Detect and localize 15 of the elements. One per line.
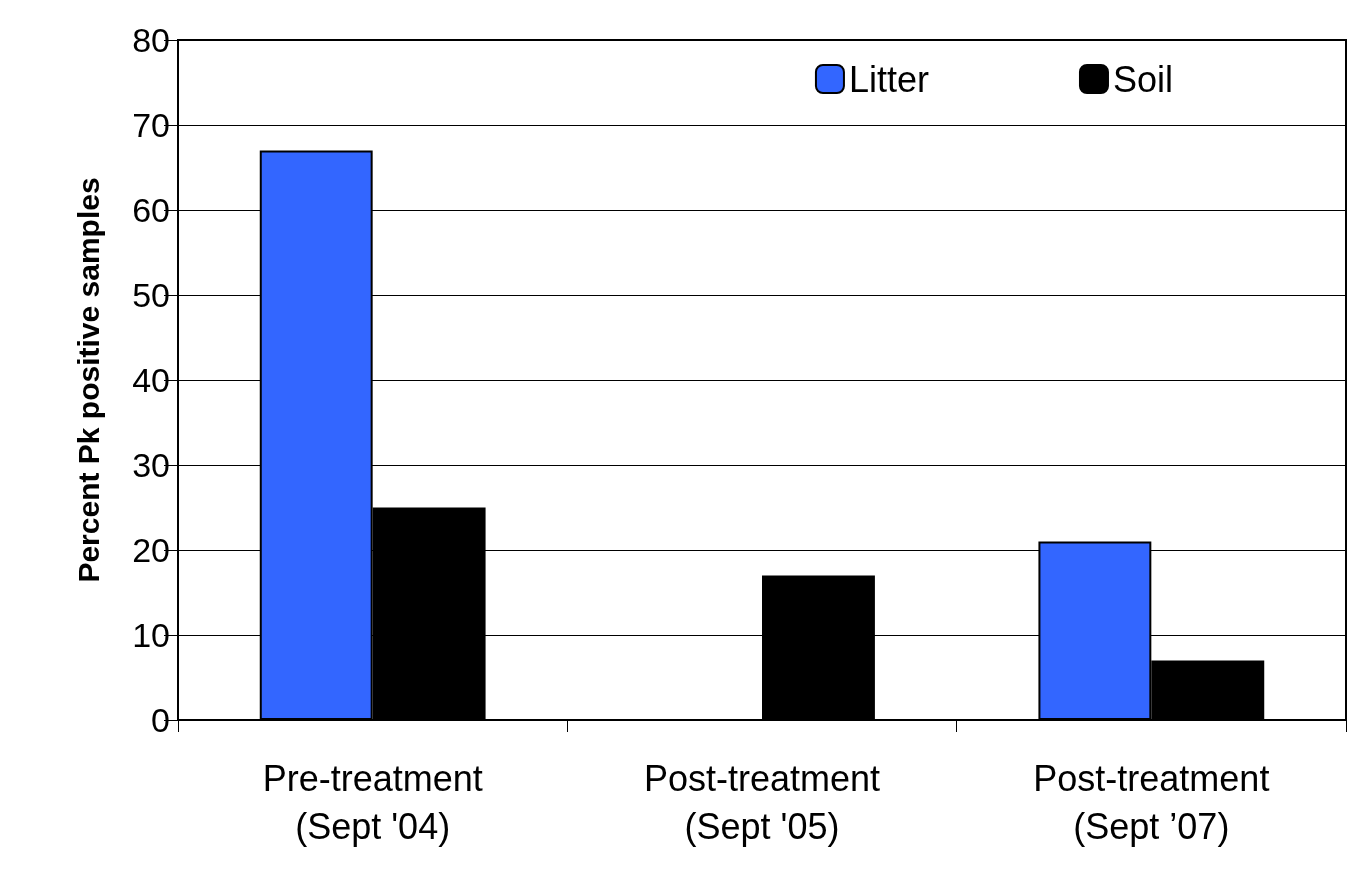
y-tick-label: 70: [132, 106, 170, 144]
y-axis-title: Percent Pk positive samples: [71, 177, 105, 583]
y-tick-label: 20: [132, 531, 170, 569]
x-tick-label: Pre-treatment (Sept '04): [262, 757, 483, 847]
y-tick-label: 60: [132, 191, 170, 229]
y-tick-label: 0: [151, 701, 170, 739]
y-tick-label: 10: [132, 616, 170, 654]
y-tick-label: 50: [132, 276, 170, 314]
legend-label: Litter: [848, 58, 929, 100]
legend-label: Soil: [1112, 58, 1173, 100]
y-tick-label: 80: [132, 21, 170, 59]
y-tick-label: 30: [132, 446, 170, 484]
x-tick-label: Post-treatment (Sept '05): [643, 757, 881, 847]
y-tick-label: 40: [132, 361, 170, 399]
x-tick-label: Post-treatment (Sept ’07): [1033, 757, 1270, 847]
